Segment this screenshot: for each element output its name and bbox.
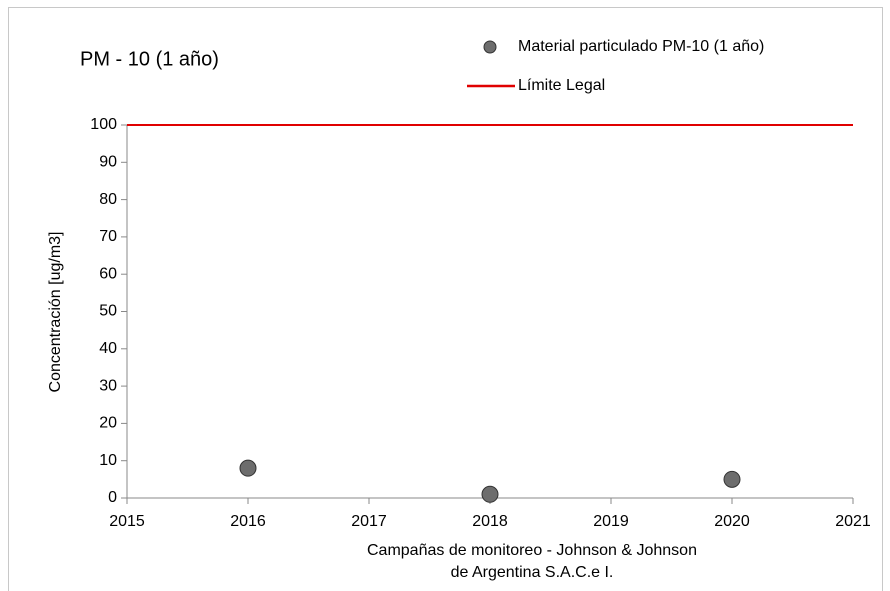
data-point bbox=[239, 459, 257, 477]
y-tick-label: 50 bbox=[99, 303, 117, 320]
x-tick-label: 2018 bbox=[472, 513, 508, 530]
chart-frame bbox=[8, 7, 883, 591]
data-point bbox=[723, 470, 741, 488]
x-axis-label: de Argentina S.A.C.e I. bbox=[451, 564, 614, 581]
y-tick-label: 60 bbox=[99, 265, 117, 282]
y-tick-label: 90 bbox=[99, 154, 117, 171]
x-tick-label: 2017 bbox=[351, 513, 387, 530]
chart-title: PM - 10 (1 año) bbox=[80, 48, 219, 70]
y-tick-label: 40 bbox=[99, 340, 117, 357]
y-tick-label: 70 bbox=[99, 228, 117, 245]
x-axis-label: Campañas de monitoreo - Johnson & Johnso… bbox=[367, 542, 697, 559]
y-tick-label: 0 bbox=[108, 489, 117, 506]
legend-label: Límite Legal bbox=[518, 77, 605, 94]
y-tick-label: 80 bbox=[99, 191, 117, 208]
x-tick-label: 2016 bbox=[230, 513, 266, 530]
y-tick-label: 100 bbox=[90, 116, 117, 133]
y-axis-label: Concentración [ug/m3] bbox=[47, 232, 64, 393]
y-tick-label: 30 bbox=[99, 377, 117, 394]
data-point bbox=[481, 485, 499, 503]
x-tick-label: 2015 bbox=[109, 513, 145, 530]
legend-label: Material particulado PM-10 (1 año) bbox=[518, 38, 764, 55]
y-tick-label: 20 bbox=[99, 415, 117, 432]
x-tick-label: 2020 bbox=[714, 513, 750, 530]
y-tick-label: 10 bbox=[99, 452, 117, 469]
legend-marker bbox=[483, 40, 497, 54]
x-tick-label: 2021 bbox=[835, 513, 871, 530]
x-tick-label: 2019 bbox=[593, 513, 629, 530]
